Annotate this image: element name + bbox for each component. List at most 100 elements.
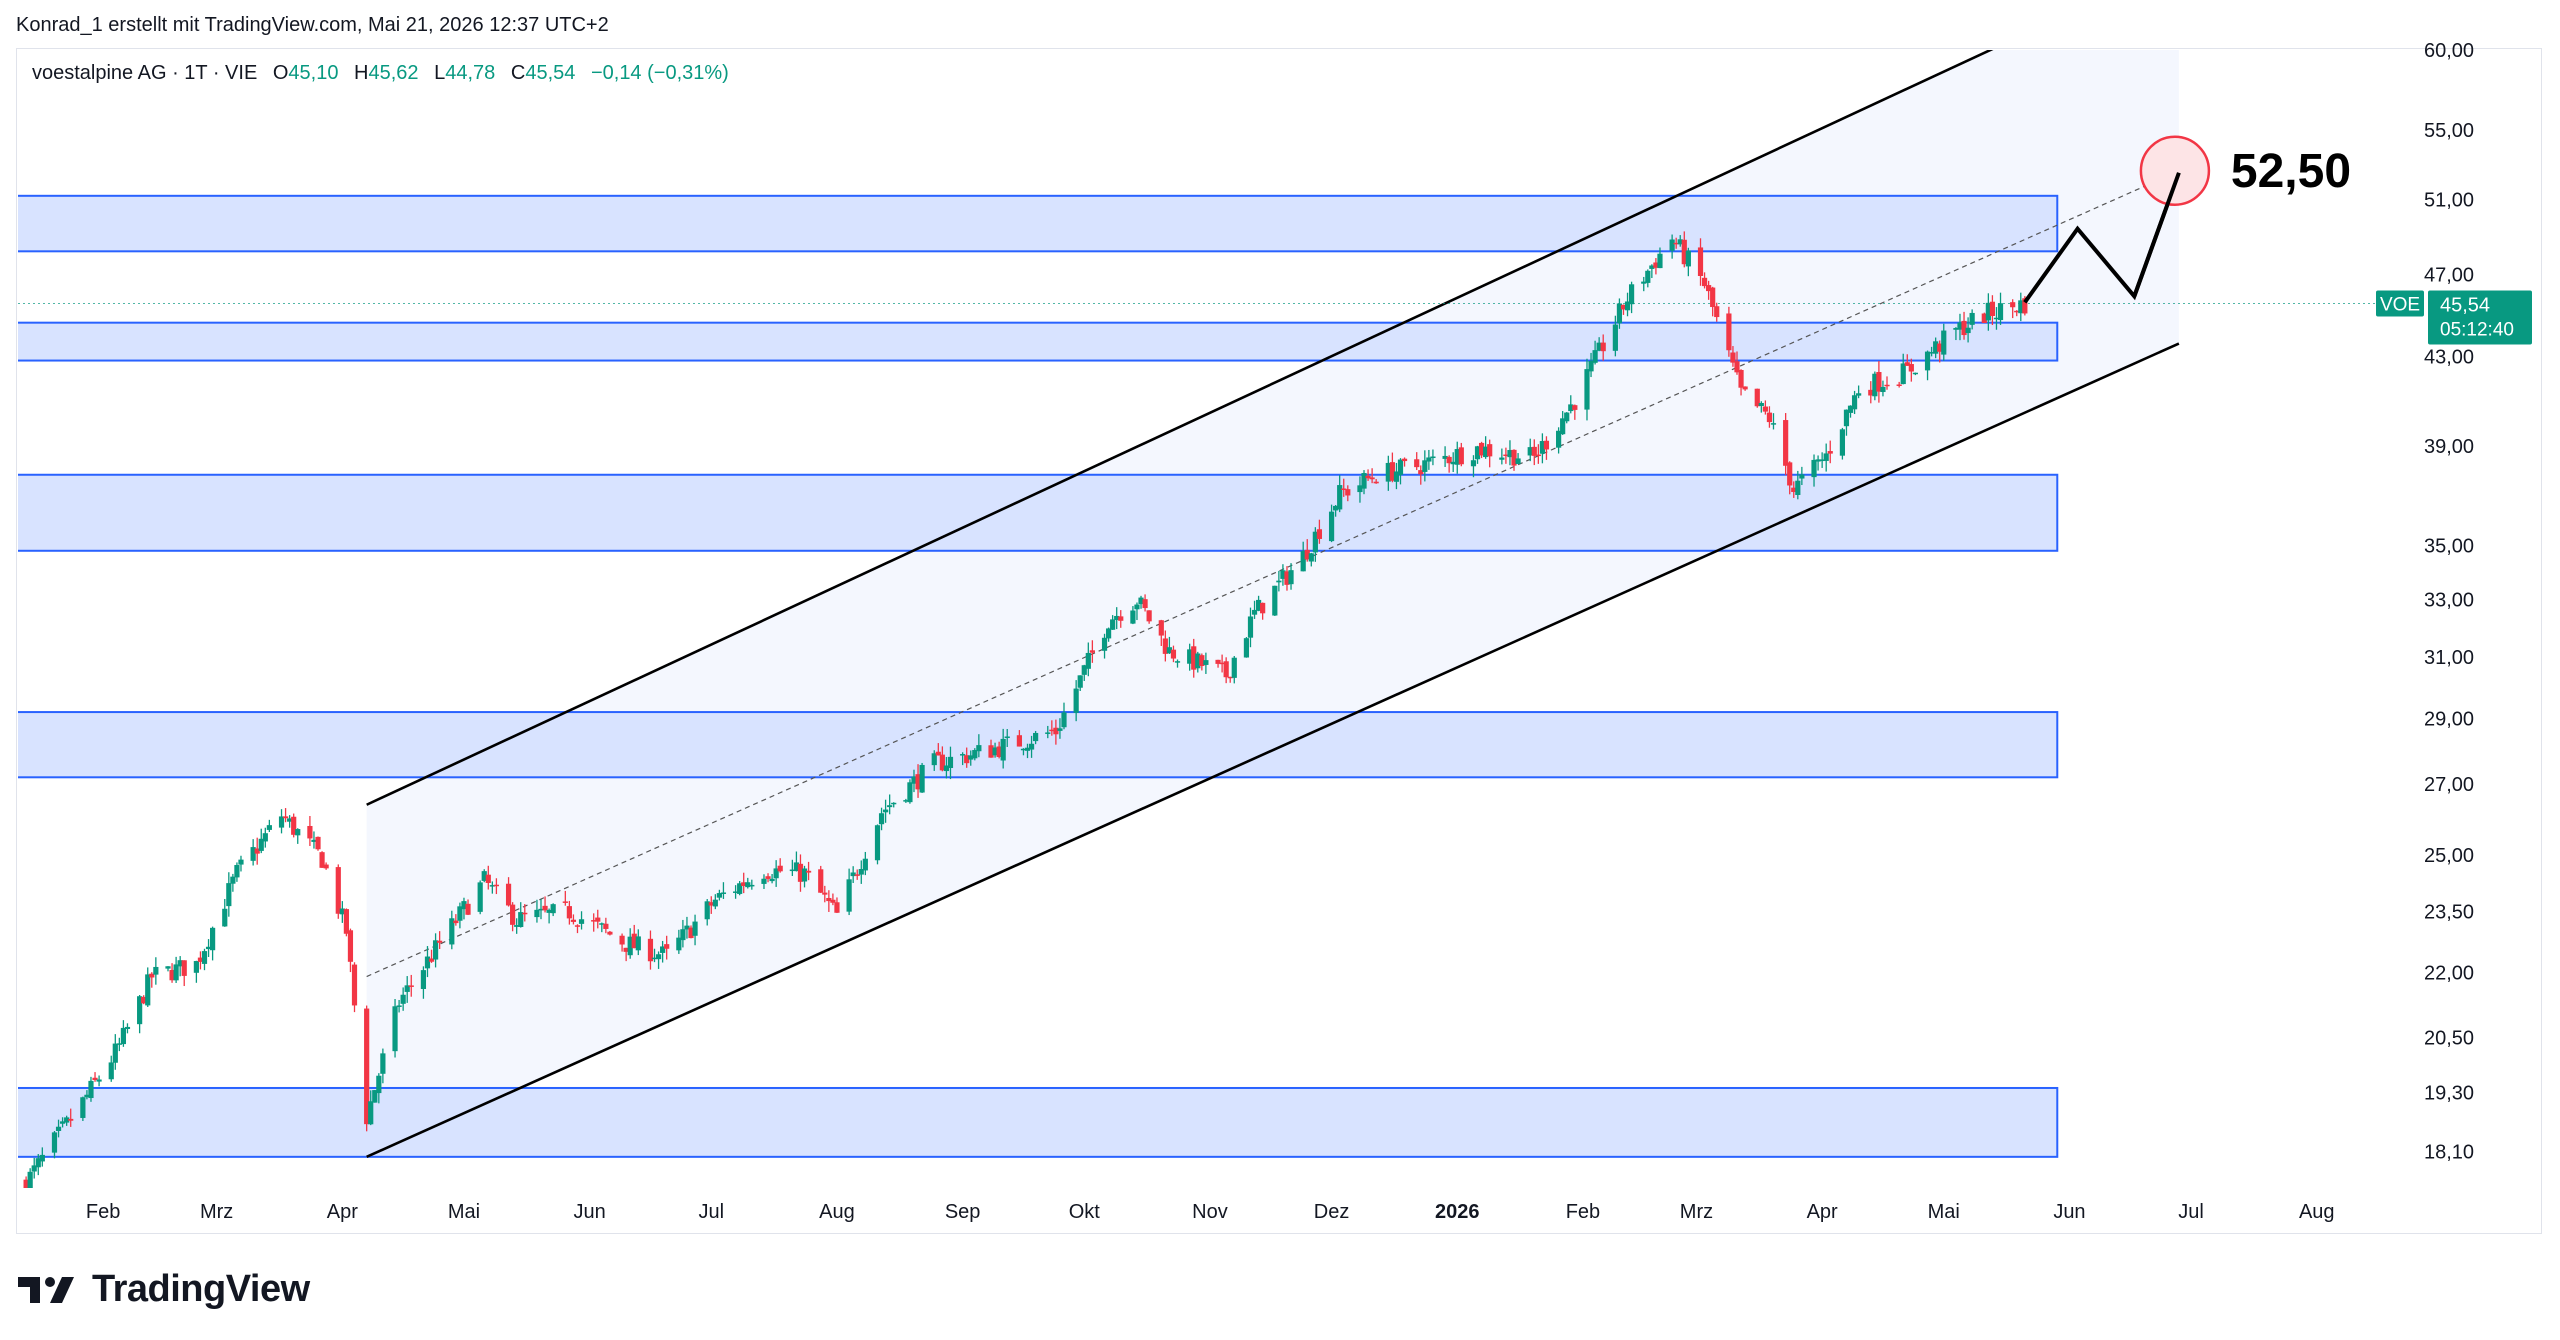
candle-body [1174,661,1181,663]
candle-body [647,938,654,962]
candle-body [1896,384,1902,386]
candle-body [1645,270,1651,283]
change-value: −0,14 (−0,31%) [590,62,729,84]
x-tick-label: Okt [1069,1201,1101,1223]
candle-body [1649,265,1655,269]
candle-body [1118,616,1124,621]
candle-body [1823,453,1829,461]
candle-body [510,904,516,925]
candle-body [741,882,747,887]
candle-body [660,946,666,953]
candle-body [915,774,921,790]
candle-body [1272,585,1278,616]
low-label: L [434,62,446,84]
candle-body [1620,304,1627,310]
candle-body [485,874,491,883]
candle-body [1203,660,1209,665]
candle-body [1385,462,1391,482]
price-zone-5 [18,1086,2059,1158]
chart-area[interactable] [16,48,2542,1234]
candle-body [1312,531,1318,553]
candle-body [1089,650,1095,653]
candle-body [1616,303,1623,324]
candle-body [1791,487,1797,493]
candle-body [1924,351,1931,371]
x-tick-label: Sep [945,1201,981,1223]
candle-body [1024,747,1031,751]
candle-body [996,746,1002,757]
candle-body [1981,313,1987,323]
candle-body [1527,447,1533,456]
candle-body [432,940,439,960]
candle-body [623,947,629,952]
candle-body [2014,310,2020,313]
y-tick-label: 18,10 [2424,1142,2474,1164]
x-tick-label: Aug [2299,1201,2335,1223]
candle-body [449,918,455,945]
candle-body [1669,239,1675,251]
candle-body [1016,735,1022,747]
candle-body [1430,456,1436,459]
candle-body [1308,553,1314,562]
candle-body [1531,446,1537,456]
candle-body [887,805,893,808]
candle-body [1195,653,1201,669]
candle-body [201,951,208,964]
candle-body [1487,444,1493,457]
candle-body [1158,620,1164,636]
y-axis: 18,10 19,30 20,50 22,00 23,50 25,00 27,00 29,00… [2424,40,2474,1164]
channel-fill [366,50,2179,1157]
x-tick-label: 2026 [1435,1201,1480,1223]
symbol-name[interactable]: voestalpine AG · 1T · VIE [32,62,258,84]
price-zone-4 [18,711,2059,779]
candle-body [1341,488,1347,490]
y-tick-label: 22,00 [2424,962,2474,984]
tradingview-logo[interactable]: TradingView [18,1268,310,1311]
candle-body [992,747,998,756]
candle-body [1110,619,1116,630]
candle-body [1795,480,1801,495]
candle-body [1389,462,1395,481]
x-tick-label: Mrz [1680,1201,1713,1223]
candle-body [834,902,840,913]
y-tick-label: 29,00 [2424,708,2474,730]
y-tick-label: 19,30 [2424,1083,2474,1105]
candle-body [1077,675,1083,688]
candle-body [1535,454,1541,457]
candle-body [1701,277,1708,287]
candle-body [939,754,945,771]
candle-body [1697,247,1704,276]
candle-body [1673,242,1679,245]
candle-body [254,848,260,854]
candle-body [137,996,143,1025]
candle-body [1657,253,1663,269]
candle-body [878,813,885,825]
candle-body [566,906,572,919]
candle-body [1288,570,1294,585]
candle-body [295,829,301,836]
candle-body [737,883,743,894]
candle-body [396,1005,402,1007]
candle-body [258,838,264,851]
candle-body [1851,395,1858,410]
candle-body [655,954,662,960]
candle-body [372,1090,378,1103]
candle-body [1365,475,1371,479]
candle-body [88,1080,94,1099]
candle-body [1085,652,1091,669]
candle-body [1251,609,1258,615]
x-axis: Feb Mrz Apr Mai Jun Jul Aug Sep Okt Nov Dez 2026 Feb… [86,1201,2335,1223]
candle-body [2010,302,2016,308]
candle-body [1057,728,1063,731]
candle-body [1710,287,1716,308]
candle-body [1260,602,1266,614]
candle-body [797,863,804,882]
candle-body [1053,727,1059,735]
candle-body [291,816,297,835]
candle-body [477,882,483,912]
candle-body [854,874,860,876]
candle-body [380,1053,386,1074]
candle-body [1641,281,1647,284]
tradingview-brand: TradingView [92,1268,310,1310]
